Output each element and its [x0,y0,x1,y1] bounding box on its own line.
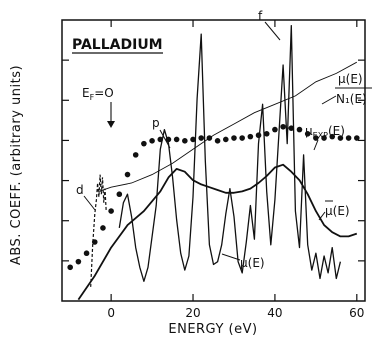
data-point [304,131,311,137]
label-mu-n1-den: N₁(E) [336,92,367,106]
series-layer [67,24,360,301]
data-point [165,136,172,143]
data-point [157,136,164,143]
data-point [124,171,131,178]
series-0-line [118,24,342,282]
data-point [247,133,254,140]
data-point [108,208,114,214]
data-point [198,135,205,141]
data-point [345,135,352,141]
data-point [132,152,139,158]
data-point [231,135,237,141]
label-mu: μ(E) [240,256,265,270]
label-mu-exp-sub: EXP [313,131,329,140]
label-mu-n1-num: μ(E) [338,72,363,86]
data-point [83,250,90,257]
data-point [272,126,278,133]
data-point [100,225,106,231]
label-mu-leader [221,253,241,261]
data-point [329,133,336,140]
data-point [288,125,295,131]
data-point [206,135,213,141]
label-mu-exp-rhs: (E) [328,124,345,138]
plot-frame [61,19,366,302]
data-point [75,258,82,265]
label-p: p [152,116,160,130]
fermi-label-sub: F [90,93,95,102]
data-point [67,264,73,271]
y-axis-title: ABS. COEFF. (arbitrary units) [9,65,24,265]
data-point [337,135,344,141]
series-2-dots [67,123,360,271]
fermi-label-e: E [82,86,90,100]
data-point [239,135,245,141]
data-point [214,138,221,144]
x-tick-label: 0 [107,306,115,320]
ticks-layer: 0 20 40 60 [62,20,365,320]
data-point [313,135,319,141]
x-axis-title: ENERGY (eV) [168,322,257,337]
label-mu-exp-leader [313,139,319,151]
data-point [182,138,188,144]
data-point [173,136,180,143]
label-mu-exp: μEXP(E) [305,124,345,140]
label-mu-exp-mu: μ [305,124,313,138]
label-mu-bar-leader [318,211,326,221]
x-tick-label: 60 [349,306,364,320]
series-3-line [77,163,358,301]
label-f-leader [264,21,281,41]
data-point [321,135,327,141]
fermi-label: EF=O [82,86,114,102]
fermi-label-rhs: =O [94,86,114,100]
x-tick-label: 40 [267,306,282,320]
data-point [280,123,286,130]
label-d-leader [83,195,96,211]
data-point [149,138,155,144]
x-tick-label: 20 [185,306,200,320]
series-4-line [90,174,107,287]
data-point [296,126,303,133]
data-point [222,136,229,143]
data-point [354,135,360,141]
label-d: d [76,183,84,197]
series-1-line [98,61,358,192]
data-point [263,131,270,137]
fermi-arrow-head [107,121,115,128]
data-point [116,191,123,198]
chart-title: PALLADIUM [72,37,163,53]
label-p-leader [159,129,171,149]
data-point [255,132,262,139]
label-mu-bar: μ(E) [325,204,350,218]
data-point [141,140,147,147]
data-point [190,136,196,143]
label-mu-n1-leader [321,95,337,105]
label-f: f [258,9,263,23]
